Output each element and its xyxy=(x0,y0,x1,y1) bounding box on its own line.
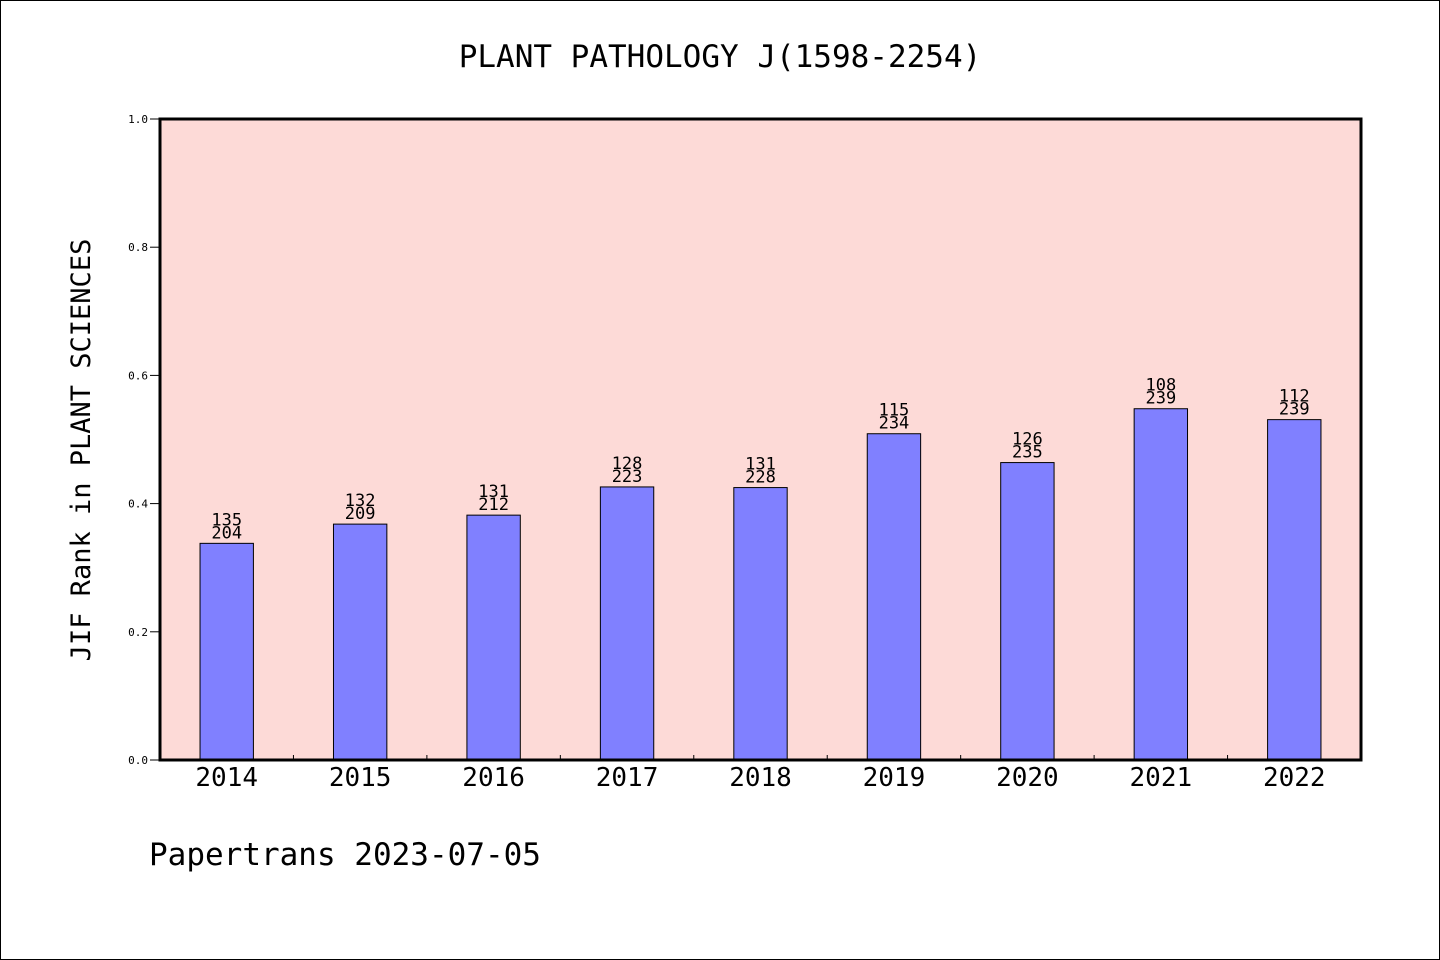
bar-label-total-2022: 239 xyxy=(1279,400,1310,420)
bar-label-total-2019: 234 xyxy=(879,414,910,434)
bar-labels-layer: 1352041322091312121282231312281152341262… xyxy=(211,376,1309,544)
bar-2015 xyxy=(332,523,388,761)
bar-2014 xyxy=(199,542,254,761)
bar-label-total-2014: 204 xyxy=(211,523,242,543)
bar-label-rank-2015: 132 xyxy=(345,491,376,511)
x-axis: 2014 2015 2016 2017 2018 2019 2020 2021 2022 xyxy=(195,755,1326,793)
bars-layer xyxy=(199,408,1322,761)
y-tick-label: 0.6 xyxy=(128,369,148,382)
x-tick-label-2019: 2019 xyxy=(863,763,926,793)
x-tick-label-2015: 2015 xyxy=(329,763,392,793)
bar-2022 xyxy=(1267,419,1322,761)
x-tick-label-2014: 2014 xyxy=(195,763,258,793)
y-axis: 0.0 0.2 0.4 0.6 0.8 1.0 xyxy=(128,113,160,767)
watermark-text: Papertrans 2023-07-05 xyxy=(149,837,541,873)
bar-label-rank-2020: 126 xyxy=(1012,430,1043,450)
x-tick-label-2022: 2022 xyxy=(1263,763,1326,793)
x-tick-label-2020: 2020 xyxy=(996,763,1059,793)
bar-label-rank-2016: 131 xyxy=(478,482,509,502)
bar-2019 xyxy=(866,433,922,761)
y-tick-label: 1.0 xyxy=(128,113,148,126)
y-tick-label: 0.8 xyxy=(128,241,148,254)
x-tick-label-2017: 2017 xyxy=(596,763,659,793)
chart-title: PLANT PATHOLOGY J(1598-2254) xyxy=(459,39,982,75)
bar-2016 xyxy=(466,514,521,761)
y-axis-label: JIF Rank in PLANT SCIENCES xyxy=(66,239,97,662)
bar-2021 xyxy=(1133,408,1189,761)
bar-label-rank-2019: 115 xyxy=(879,401,910,421)
bar-label-rank-2021: 108 xyxy=(1145,376,1176,396)
y-tick-label: 0.0 xyxy=(128,754,148,767)
y-tick-label: 0.2 xyxy=(128,626,148,639)
bar-label-total-2021: 239 xyxy=(1145,389,1176,409)
y-tick-label: 0.4 xyxy=(128,498,148,511)
plot-border xyxy=(158,117,1363,762)
bar-label-rank-2017: 128 xyxy=(612,454,643,474)
bar-2020 xyxy=(1000,462,1055,761)
bar-2017 xyxy=(599,486,655,761)
x-tick-label-2021: 2021 xyxy=(1130,763,1193,793)
x-tick-label-2016: 2016 xyxy=(462,763,525,793)
bar-label-rank-2014: 135 xyxy=(211,510,242,530)
x-tick-label-2018: 2018 xyxy=(729,763,792,793)
bar-label-total-2018: 228 xyxy=(745,468,776,488)
bar-label-total-2020: 235 xyxy=(1012,443,1043,463)
bar-label-total-2015: 209 xyxy=(345,504,376,524)
bar-label-rank-2018: 131 xyxy=(745,455,776,475)
bar-2018 xyxy=(733,487,788,761)
bar-label-total-2016: 212 xyxy=(478,495,509,515)
bar-label-total-2017: 223 xyxy=(612,467,643,487)
bar-label-rank-2022: 112 xyxy=(1279,387,1310,407)
